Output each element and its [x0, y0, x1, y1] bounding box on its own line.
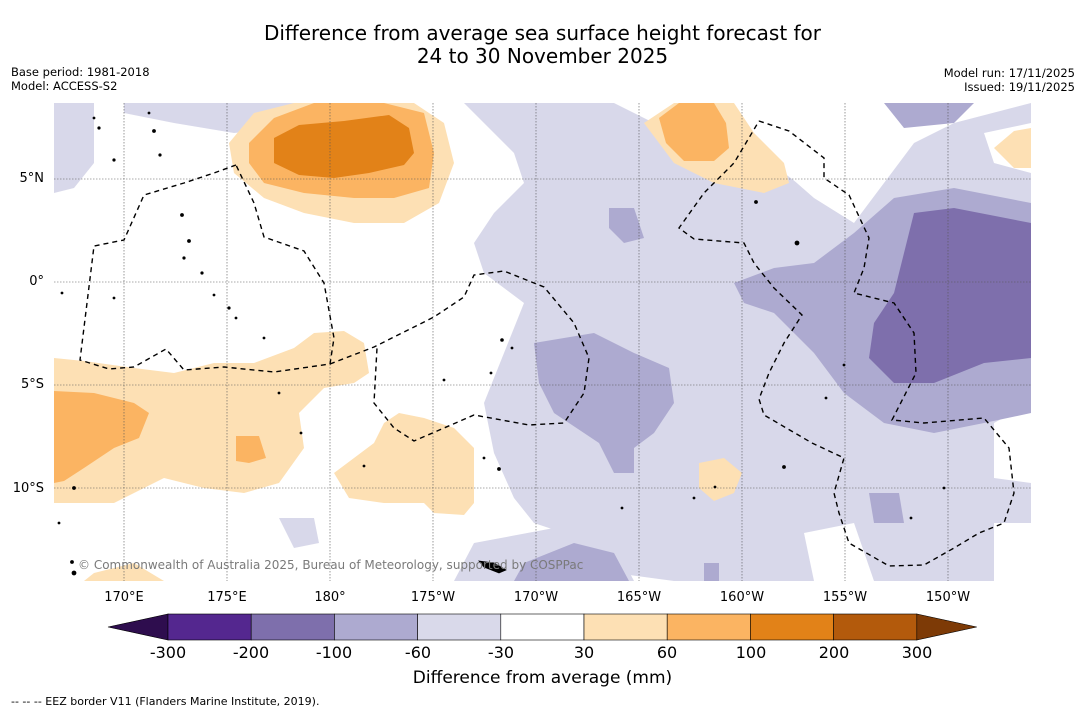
lat-label-0: 0°: [29, 274, 44, 289]
colorbar-tick-label: 200: [818, 643, 850, 662]
colorbar-segment: [666, 613, 751, 641]
base-period: Base period: 1981-2018: [11, 65, 150, 79]
colorbar-segment: [167, 613, 252, 641]
colorbar-tick-label: 300: [901, 643, 933, 662]
islands: [57, 111, 946, 576]
colorbar-segment: [750, 613, 834, 641]
colorbar-tick-label: -300: [149, 643, 187, 662]
colorbar-tick-label: 60: [656, 643, 678, 662]
lon-label-175e: 175°E: [207, 590, 247, 605]
lon-label-170w: 170°W: [513, 590, 559, 605]
contour-pos-dark: [274, 115, 414, 178]
lat-label-10s: 10°S: [12, 481, 44, 496]
colorbar-segment: [417, 613, 502, 641]
eez-borders: [79, 120, 1015, 567]
colorbar-segment: [583, 613, 668, 641]
lon-label-155w: 155°W: [822, 590, 868, 605]
colorbar-segment: [500, 613, 585, 641]
model-name: Model: ACCESS-S2: [11, 79, 118, 93]
lat-label-5n: 5°N: [19, 171, 45, 186]
lon-label-180: 180°: [314, 590, 346, 605]
meta-left: Base period: 1981-2018 Model: ACCESS-S2: [11, 65, 150, 93]
lat-label-5s: 5°S: [20, 377, 44, 392]
colorbar-tick-label: -200: [232, 643, 270, 662]
colorbar-tick-label: -100: [315, 643, 353, 662]
lon-label-160w: 160°W: [719, 590, 765, 605]
contour-neg-dark: [869, 208, 1031, 383]
eez-legend-note: -- -- -- EEZ border V11 (Flanders Marine…: [11, 695, 320, 708]
lon-label-165w: 165°W: [616, 590, 662, 605]
colorbar-tick-label: -30: [487, 643, 515, 662]
lon-label-170e: 170°E: [104, 590, 144, 605]
issued-date: Issued: 19/11/2025: [964, 80, 1075, 94]
lon-label-150w: 150°W: [925, 590, 971, 605]
colorbar-extend-high: [916, 613, 977, 641]
copyright-notice: © Commonwealth of Australia 2025, Bureau…: [78, 558, 584, 572]
model-run: Model run: 17/11/2025: [943, 66, 1075, 80]
lon-label-175w: 175°W: [410, 590, 456, 605]
colorbar-segment: [250, 613, 335, 641]
colorbar-title: Difference from average (mm): [412, 668, 673, 688]
map-canvas: [54, 103, 1031, 581]
colorbar-tick-label: 30: [573, 643, 595, 662]
map-title: Difference from average sea surface heig…: [0, 22, 1085, 68]
colorbar-tick-label: -60: [404, 643, 432, 662]
colorbar: [107, 613, 977, 641]
title-line-1: Difference from average sea surface heig…: [263, 21, 822, 45]
colorbar-extend-low: [107, 613, 169, 641]
colorbar-tick-label: 100: [735, 643, 767, 662]
colorbar-segment: [334, 613, 418, 641]
meta-right: Model run: 17/11/2025 Issued: 19/11/2025: [944, 66, 1075, 94]
colorbar-segment: [833, 613, 918, 641]
graticule: [54, 103, 1031, 581]
title-line-2: 24 to 30 November 2025: [416, 44, 669, 68]
